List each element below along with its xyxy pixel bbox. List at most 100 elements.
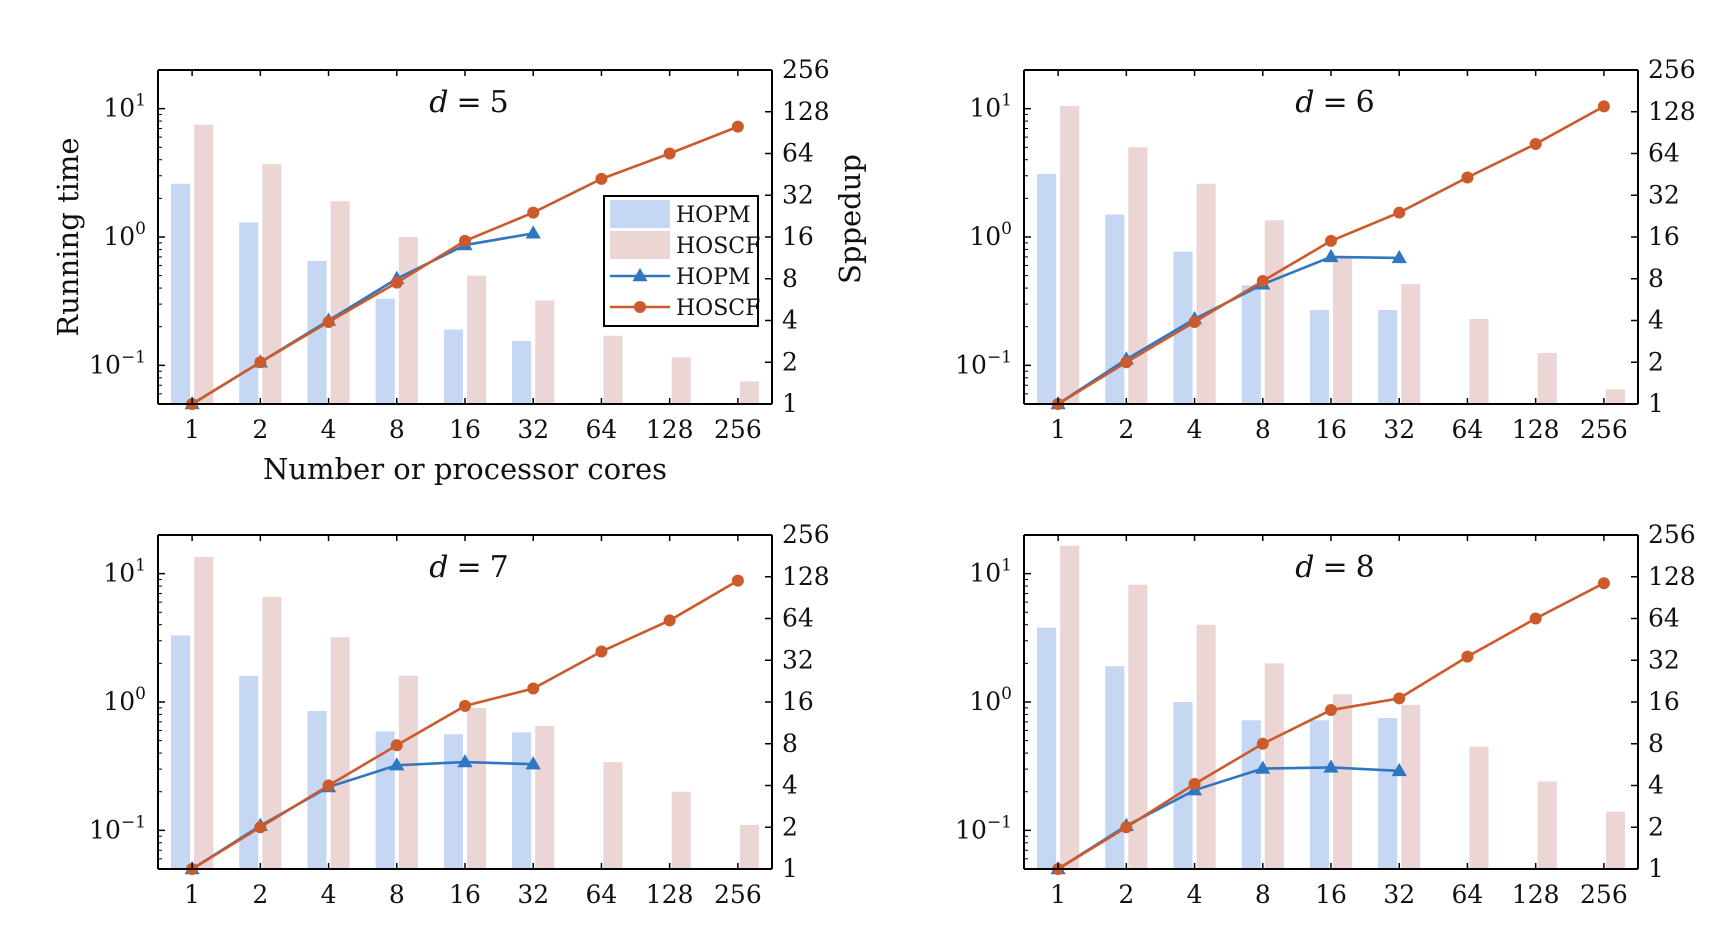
hoscf-speedup-marker-128 [1529,137,1542,150]
x-tick-label: 1 [184,880,200,909]
left-tick-label: 101 [969,556,1012,588]
hoscf-bar-256 [1605,389,1625,404]
hoscf-bar-8 [1264,220,1284,404]
hopm-bar-16 [443,329,463,404]
right-tick-label: 1 [1648,854,1664,883]
right-tick-label: 128 [782,97,830,126]
panel-title-equals: = [1322,550,1347,585]
legend-label-3: HOSCF [676,296,760,321]
left-tick-base: 10 [969,559,1001,588]
hoscf-speedup-marker-16 [1325,704,1337,717]
hoscf-speedup-marker-4 [322,779,335,792]
x-tick-label: 2 [1118,880,1134,909]
right-tick-label: 8 [1648,264,1664,293]
hoscf-bar-4 [1196,624,1216,869]
hoscf-speedup-marker-2 [1120,821,1133,834]
x-tick-label: 16 [449,880,481,909]
hoscf-speedup-marker-2 [254,821,267,834]
hopm-bar-1 [171,635,191,869]
right-tick-label: 256 [782,55,830,84]
hoscf-bar-128 [671,357,691,404]
right-tick-label: 8 [1648,729,1664,758]
hoscf-bar-2 [1128,147,1148,404]
hopm-bar-8 [375,731,395,869]
panel-title: d = 5 [429,85,508,120]
right-tick-label: 16 [782,687,814,716]
hoscf-speedup-marker-4 [1188,778,1201,791]
hopm-speedup-marker-32 [1391,249,1407,264]
hopm-speedup-marker-8 [389,757,405,771]
panel-title-value: 7 [490,550,509,585]
panel-title-variable: d [1295,85,1314,120]
right-tick-label: 8 [782,264,798,293]
hoscf-speedup-marker-8 [1256,275,1269,288]
x-tick-label: 8 [389,415,405,444]
legend-circle-marker [634,301,646,313]
hoscf-speedup-marker-8 [390,739,403,752]
hopm-bar-16 [1309,309,1329,404]
left-tick-exponent: 0 [135,684,146,704]
hopm-speedup-marker-8 [1255,760,1271,774]
hoscf-speedup-marker-32 [527,682,540,695]
hopm-bar-4 [307,711,327,869]
left-tick-exponent: 1 [135,556,146,576]
right-tick-label: 2 [782,347,798,376]
hopm-bar-8 [375,298,395,404]
panel-title-equals: = [456,550,481,585]
right-tick-label: 1 [782,389,798,418]
right-tick-label: 64 [782,139,814,168]
hoscf-speedup-marker-16 [459,234,471,247]
hoscf-speedup-marker-32 [1393,692,1406,705]
x-axis-label: Number or processor cores [263,452,667,486]
hoscf-speedup-marker-2 [1120,356,1133,369]
hopm-bar-1 [1037,173,1057,404]
x-tick-label: 4 [1187,415,1203,444]
right-tick-label: 4 [782,306,798,335]
hopm-bar-32 [1378,718,1398,869]
panel-title-value: 5 [490,85,509,120]
right-tick-label: 32 [1648,645,1680,674]
legend-triangle-marker [632,268,648,282]
right-tick-label: 1 [782,854,798,883]
left-tick-base: 10 [103,687,135,716]
hoscf-bar-2 [262,596,282,869]
hoscf-bar-1 [194,124,214,404]
right-tick-label: 2 [1648,347,1664,376]
right-tick-label: 256 [1648,520,1696,549]
x-tick-label: 8 [389,880,405,909]
left-tick-label: 10−1 [89,812,146,844]
hoscf-bar-32 [1401,704,1421,869]
right-tick-label: 4 [1648,771,1664,800]
hoscf-speedup-marker-8 [1256,737,1269,750]
hoscf-speedup-marker-64 [1461,650,1474,663]
panel-title-value: 6 [1356,85,1375,120]
hoscf-bar-128 [1537,352,1557,404]
right-axis-label: Sppedup [833,154,867,284]
x-tick-label: 8 [1255,880,1271,909]
right-tick-label: 128 [782,562,830,591]
hopm-bar-2 [1105,214,1125,404]
legend-label-0: HOPM [676,203,751,228]
right-tick-label: 32 [782,645,814,674]
hoscf-speedup-marker-16 [1325,234,1337,247]
left-tick-exponent: 0 [1001,684,1012,704]
hoscf-bar-32 [1401,284,1421,404]
hoscf-speedup-marker-128 [663,147,676,160]
right-tick-label: 2 [782,812,798,841]
hopm-bar-2 [239,675,259,869]
chart-panel-2: 1 2 4 8 16 32 64 128 25610110010−112481632641282… [955,55,1696,444]
x-tick-label: 1 [1050,415,1066,444]
hoscf-speedup-marker-256 [731,574,744,587]
right-tick-label: 16 [1648,222,1680,251]
hoscf-speedup-marker-256 [1597,100,1610,113]
hoscf-bar-32 [535,300,555,404]
left-tick-base: 10 [969,94,1001,123]
hoscf-speedup-marker-128 [663,614,676,627]
hopm-bar-1 [1037,627,1057,869]
hoscf-bar-64 [603,335,623,404]
left-tick-label: 101 [969,91,1012,123]
right-tick-label: 64 [1648,604,1680,633]
hopm-bar-2 [1105,666,1125,869]
right-tick-label: 1 [1648,389,1664,418]
